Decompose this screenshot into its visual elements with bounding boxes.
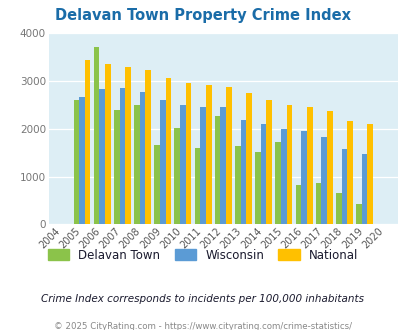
Bar [266,100,271,224]
Bar [335,193,341,224]
Bar [286,105,292,224]
Legend: Delavan Town, Wisconsin, National: Delavan Town, Wisconsin, National [43,244,362,266]
Bar [361,153,367,224]
Bar [301,131,306,224]
Bar [326,111,332,224]
Bar [246,93,252,224]
Bar [226,86,231,224]
Bar [79,97,85,224]
Bar [185,83,191,224]
Bar [114,110,119,224]
Text: Crime Index corresponds to incidents per 100,000 inhabitants: Crime Index corresponds to incidents per… [41,294,364,304]
Bar [154,146,160,224]
Bar [306,107,312,224]
Bar [99,88,105,224]
Bar [240,119,246,224]
Bar [125,67,130,224]
Bar [85,60,90,224]
Bar [139,92,145,224]
Bar [341,149,346,224]
Bar [321,137,326,224]
Bar [315,183,321,224]
Bar [160,100,165,224]
Text: © 2025 CityRating.com - https://www.cityrating.com/crime-statistics/: © 2025 CityRating.com - https://www.city… [54,322,351,330]
Bar [275,142,280,224]
Bar [234,146,240,224]
Bar [145,70,151,224]
Bar [119,88,125,224]
Bar [194,148,200,224]
Bar [94,48,99,224]
Bar [105,64,111,224]
Bar [134,105,139,224]
Bar [255,152,260,224]
Bar [180,105,185,224]
Bar [165,78,171,224]
Bar [205,85,211,224]
Bar [214,116,220,224]
Text: Delavan Town Property Crime Index: Delavan Town Property Crime Index [55,8,350,23]
Bar [220,107,226,224]
Bar [174,128,180,224]
Bar [260,124,266,224]
Bar [355,204,361,224]
Bar [280,129,286,224]
Bar [295,185,301,224]
Bar [200,107,205,224]
Bar [367,124,372,224]
Bar [346,120,352,224]
Bar [73,100,79,224]
